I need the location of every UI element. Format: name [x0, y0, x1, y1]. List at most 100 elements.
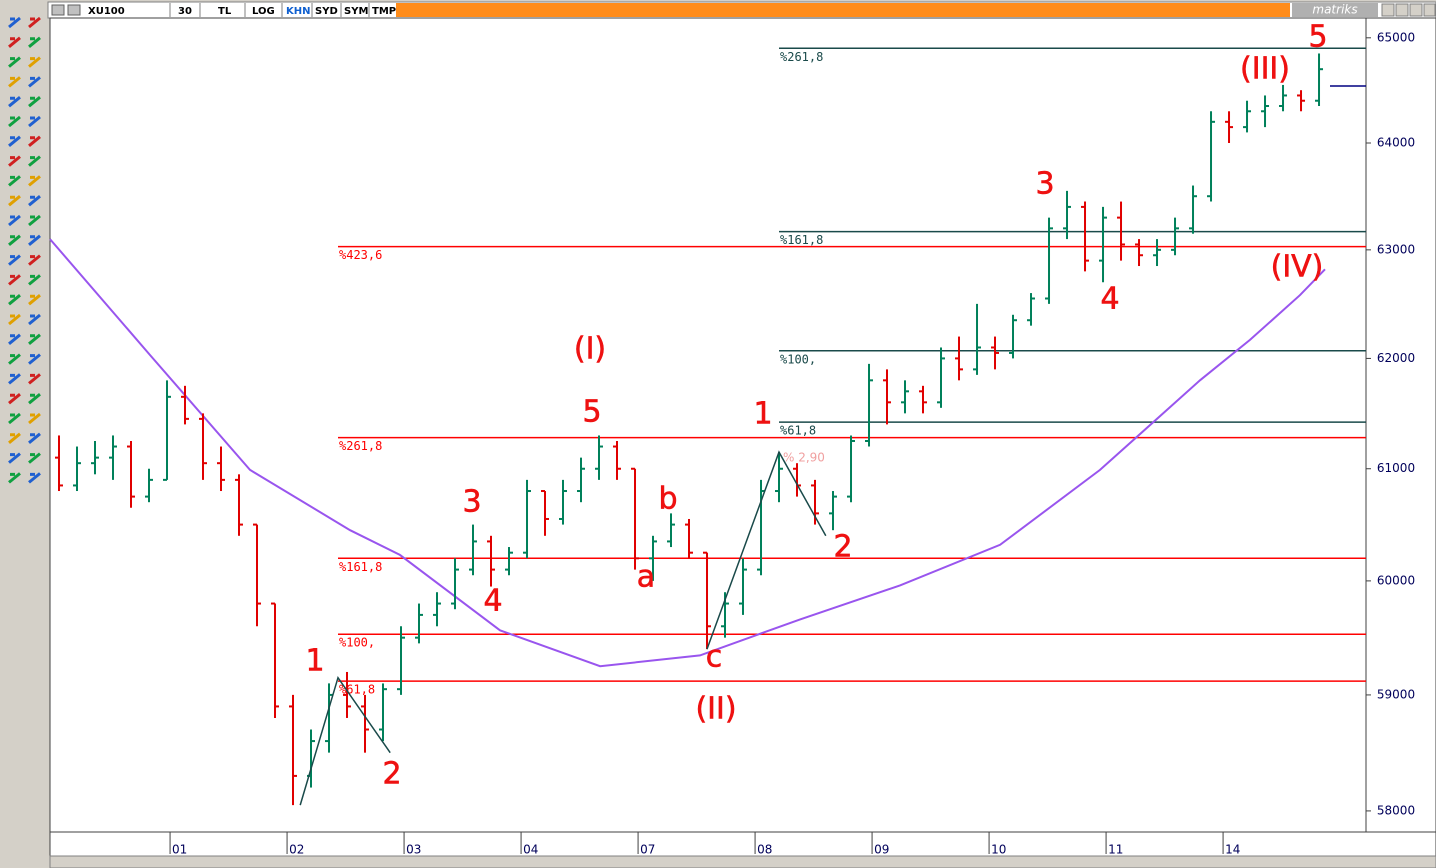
brand: matriks — [1312, 3, 1357, 17]
x-tick-label: 10 — [991, 843, 1006, 857]
fib-label: %161,8 — [339, 560, 382, 574]
wave-label: 2 — [833, 530, 852, 565]
x-tick-label: 04 — [523, 843, 538, 857]
brand-box — [1292, 3, 1378, 17]
wave-label: (II) — [695, 692, 736, 727]
tool-glyph — [28, 373, 41, 385]
window-button[interactable] — [1423, 3, 1436, 17]
toolbar-button[interactable]: KHN — [286, 6, 311, 17]
wave-label: (I) — [574, 332, 606, 367]
tool-glyph — [8, 452, 21, 464]
wave-label: 1 — [753, 397, 772, 432]
tool-glyph — [8, 254, 21, 266]
tool-glyph — [8, 294, 21, 306]
tool-palette — [7, 15, 42, 486]
tool-glyph — [28, 214, 41, 227]
tool-glyph — [28, 96, 41, 108]
tool-glyph — [28, 472, 41, 484]
tool-glyph — [28, 155, 41, 167]
wave-label: 3 — [462, 485, 481, 520]
y-tick-label: 62000 — [1377, 351, 1415, 365]
tool-glyph — [8, 412, 21, 425]
x-tick-label: 03 — [406, 843, 421, 857]
toolbar-button[interactable]: LOG — [252, 6, 275, 17]
window-button[interactable] — [1409, 3, 1423, 17]
y-tick-label: 58000 — [1377, 803, 1415, 817]
tool-glyph — [8, 135, 21, 147]
tool-glyph — [8, 96, 21, 108]
tool-glyph — [8, 353, 21, 365]
symbol[interactable]: XU100 — [88, 6, 125, 17]
fib-label: %261,8 — [339, 439, 382, 453]
y-tick-label: 61000 — [1377, 461, 1415, 475]
tool-glyph — [28, 234, 41, 246]
fib-label: %100, — [780, 352, 816, 366]
wave-label: 2 — [382, 757, 401, 792]
tool-glyph — [28, 274, 41, 286]
plot: %423,6 %261,8 %161,8 %100, %61,8 %261,8 %161,8… — [49, 47, 1366, 806]
tool-glyph — [8, 333, 21, 345]
annotations: 1 2 3 4 5 (I) a b c (II) 1 2 3 4 (III) 5… — [305, 19, 1328, 792]
wave-label: a — [637, 560, 655, 595]
fib-label: %61,8 — [780, 424, 816, 438]
wave-label: 4 — [1100, 282, 1119, 317]
wave-label: 1 — [305, 644, 324, 679]
trend-line — [299, 675, 391, 806]
y-tick-label: 60000 — [1377, 573, 1415, 587]
toolbar-icon[interactable] — [51, 4, 65, 16]
toolbar-button[interactable]: TMP — [372, 6, 396, 17]
tool-glyph — [8, 432, 21, 444]
tool-glyph — [28, 195, 41, 207]
tool-glyph — [28, 56, 41, 68]
tool-glyph — [28, 175, 41, 187]
y-tick-label: 65000 — [1377, 30, 1415, 44]
wave-label: 5 — [582, 395, 601, 430]
x-tick-label: 08 — [757, 843, 772, 857]
tool-glyph — [28, 452, 41, 464]
tool-glyph — [8, 76, 21, 88]
fib-label: %100, — [339, 636, 375, 650]
wave-label: c — [706, 640, 723, 675]
tool-glyph — [8, 195, 21, 207]
fib-label: %261,8 — [780, 50, 823, 64]
tool-glyph — [8, 313, 21, 326]
wave-label: 3 — [1035, 167, 1054, 202]
y-axis-area — [1365, 17, 1436, 833]
tool-glyph — [28, 313, 41, 326]
tool-glyph — [28, 412, 41, 425]
tool-glyph — [8, 393, 21, 405]
x-tick-label: 07 — [640, 843, 655, 857]
tool-glyph — [28, 135, 41, 147]
x-tick-label: 11 — [1108, 843, 1123, 857]
period[interactable]: 30 — [178, 6, 192, 17]
tool-glyph — [8, 56, 21, 68]
toolbar-button[interactable]: SYD — [315, 6, 338, 17]
tool-glyph — [8, 155, 21, 167]
wave-label: 5 — [1308, 20, 1327, 55]
tool-glyph — [8, 472, 21, 484]
tool-glyph — [8, 274, 21, 286]
window-button[interactable] — [1381, 3, 1395, 17]
tool-glyph — [28, 333, 41, 345]
scrollbar[interactable] — [49, 855, 1436, 868]
x-tick-label: 09 — [874, 843, 889, 857]
window-button[interactable] — [1395, 3, 1409, 17]
toolbar-button[interactable]: SYM — [344, 6, 368, 17]
toolbar-button[interactable]: TL — [218, 6, 232, 17]
x-tick-label: 01 — [172, 843, 187, 857]
toolbar-orange — [396, 3, 1290, 17]
tool-glyph — [8, 36, 21, 48]
x-axis-area — [49, 831, 1436, 857]
wave-label: (IV) — [1271, 250, 1324, 285]
wave-label: 4 — [483, 584, 502, 619]
toolbar-icon[interactable] — [67, 4, 81, 16]
trend-line — [706, 450, 827, 650]
x-tick-label: 02 — [289, 843, 304, 857]
wave-label: (III) — [1240, 52, 1290, 87]
tool-glyph — [8, 373, 21, 385]
tool-glyph — [28, 353, 41, 365]
x-tick-label: 14 — [1225, 843, 1240, 857]
retracement-label: % 2,90 — [783, 451, 825, 465]
